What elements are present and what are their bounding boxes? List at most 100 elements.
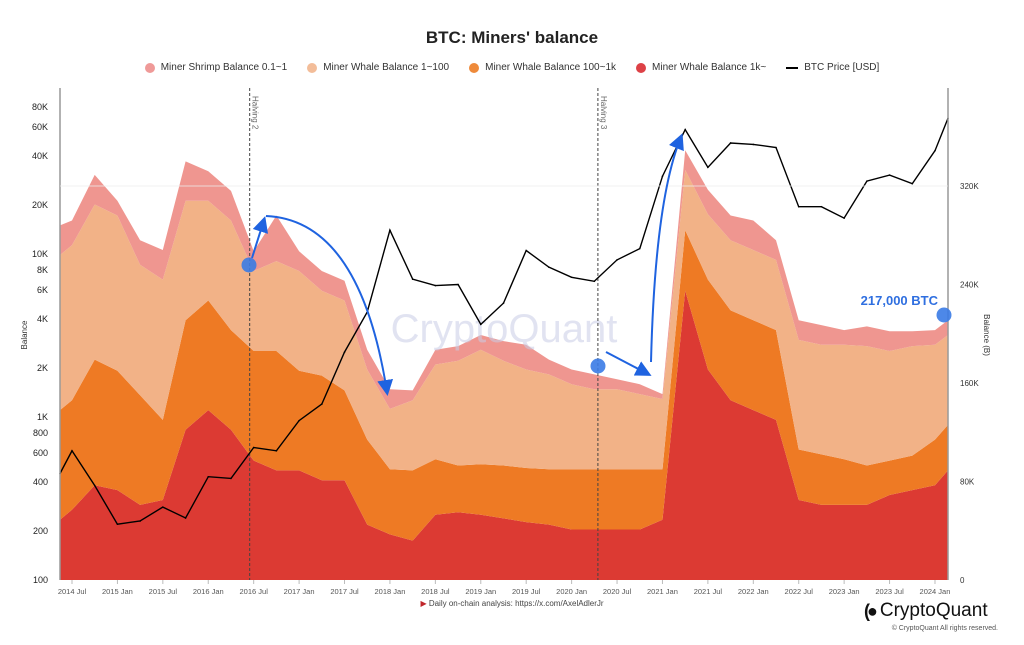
axes: 100 200 400 600 800 1K 2K 4K 6K 8K 10K 20K 40K 60K 80K…: [20, 88, 991, 596]
price-point: [434, 284, 437, 287]
left-tick-label: 60K: [32, 122, 48, 132]
legend-swatch: [636, 62, 647, 73]
price-point: [911, 182, 914, 185]
left-tick-label: 20K: [32, 200, 48, 210]
copyright: © CryptoQuant All rights reserved.: [891, 625, 998, 632]
left-tick-label: 400: [33, 477, 48, 487]
x-tick-label: 2017 Jul: [330, 587, 359, 596]
price-point: [502, 302, 505, 304]
price-point: [638, 247, 641, 250]
x-tick-label: 2014 Jul: [58, 587, 87, 596]
brand-name: CryptoQuant: [879, 600, 988, 621]
highlight-marker: [590, 358, 606, 374]
legend-item-whale-1-100[interactable]: Miner Whale Balance 1~100: [307, 62, 449, 73]
x-tick-label: 2022 Jan: [738, 587, 769, 596]
x-tick-label: 2016 Jul: [240, 587, 269, 596]
x-tick-label: 2015 Jul: [149, 587, 178, 596]
price-point: [570, 276, 573, 279]
stacked-areas: [60, 150, 948, 580]
price-point: [93, 484, 96, 487]
footer-note[interactable]: ▶ Daily on-chain analysis: https://x.com…: [0, 599, 1024, 608]
price-point: [207, 475, 210, 478]
price-point: [820, 205, 823, 208]
flag-icon: ▶: [420, 599, 427, 608]
price-point: [116, 523, 119, 525]
legend-item-whale-1k[interactable]: Miner Whale Balance 1k~: [636, 62, 766, 73]
x-tick-label: 2023 Jul: [875, 587, 904, 596]
price-point: [684, 128, 686, 131]
price-point: [321, 403, 323, 405]
area-miner-shrimp-balance-0-1-1: [60, 150, 948, 409]
arrow-icon: [650, 133, 684, 363]
x-tick-label: 2020 Jul: [603, 587, 632, 596]
legend-label: Miner Whale Balance 1~100: [323, 62, 450, 73]
legend-swatch: [786, 66, 799, 69]
left-tick-label: 800: [33, 428, 48, 438]
price-point: [934, 149, 936, 152]
price-point: [184, 517, 187, 519]
x-tick-label: 2019 Jul: [512, 587, 541, 596]
price-point: [593, 280, 596, 283]
left-tick-label: 8K: [37, 265, 48, 275]
area-miner-whale-balance-1k-: [60, 290, 948, 580]
price-point: [479, 323, 482, 326]
legend-item-shrimp[interactable]: Miner Shrimp Balance 0.1~1: [144, 62, 287, 73]
left-tick-label: 200: [33, 526, 48, 536]
price-point: [252, 446, 255, 449]
right-tick-label: 160K: [960, 379, 979, 388]
right-tick-label: 80K: [960, 478, 975, 487]
left-tick-label: 2K: [37, 363, 48, 373]
legend-label: Miner Whale Balance 100~1k: [485, 62, 617, 73]
x-tick-label: 2019 Jan: [465, 587, 496, 596]
x-tick-label: 2023 Jan: [829, 587, 860, 596]
price-point: [298, 419, 300, 422]
left-tick-label: 40K: [32, 151, 48, 161]
arrow-icon: [251, 216, 269, 259]
x-tick-label: 2017 Jan: [284, 587, 315, 596]
legend-swatch: [469, 62, 480, 73]
right-axis-title: Balance (B): [982, 314, 991, 356]
left-tick-label: 600: [33, 448, 48, 458]
left-tick-label: 10K: [32, 249, 48, 259]
x-tick-label: 2018 Jan: [375, 587, 406, 596]
legend-item-btc-price[interactable]: BTC Price [USD]: [786, 62, 879, 73]
legend-item-whale-100-1k[interactable]: Miner Whale Balance 100~1k: [469, 62, 616, 73]
price-point: [548, 266, 550, 268]
price-point: [162, 506, 164, 508]
left-tick-label: 1K: [37, 412, 48, 422]
price-point: [275, 450, 278, 452]
right-tick-label: 0: [960, 576, 965, 585]
legend-label: Miner Whale Balance 1k~: [652, 62, 767, 73]
annotations: 217,000 BTC: [241, 133, 952, 396]
legend: Miner Shrimp Balance 0.1~1 Miner Whale B…: [0, 62, 1024, 73]
price-point: [457, 283, 459, 286]
watermark: CryptoQuant: [391, 307, 618, 351]
legend-swatch: [307, 62, 318, 73]
legend-swatch: [144, 62, 155, 73]
price-point: [752, 143, 755, 146]
x-tick-label: 2021 Jul: [694, 587, 723, 596]
price-point: [843, 217, 845, 219]
price-point: [729, 142, 732, 144]
arrow-icon: [605, 351, 652, 376]
price-point: [888, 174, 891, 176]
left-tick-label: 6K: [37, 285, 48, 295]
left-tick-label: 4K: [37, 314, 48, 324]
price-point: [775, 146, 777, 149]
left-axis-title: Balance: [20, 320, 29, 349]
x-tick-label: 2020 Jan: [556, 587, 587, 596]
price-point: [411, 278, 414, 281]
footer-note-text: Daily on-chain analysis: https://x.com/A…: [428, 599, 604, 608]
highlight-marker: [936, 307, 952, 323]
arrow-icon: [265, 215, 394, 396]
legend-label: BTC Price [USD]: [804, 62, 880, 73]
price-point: [616, 259, 618, 261]
x-tick-label: 2021 Jan: [647, 587, 678, 596]
price-point: [866, 180, 868, 182]
x-tick-label: 2024 Jan: [920, 587, 951, 596]
right-tick-label: 240K: [960, 281, 979, 290]
x-tick-label: 2022 Jul: [785, 587, 814, 596]
x-tick-label: 2018 Jul: [421, 587, 450, 596]
x-tick-label: 2016 Jan: [193, 587, 224, 596]
